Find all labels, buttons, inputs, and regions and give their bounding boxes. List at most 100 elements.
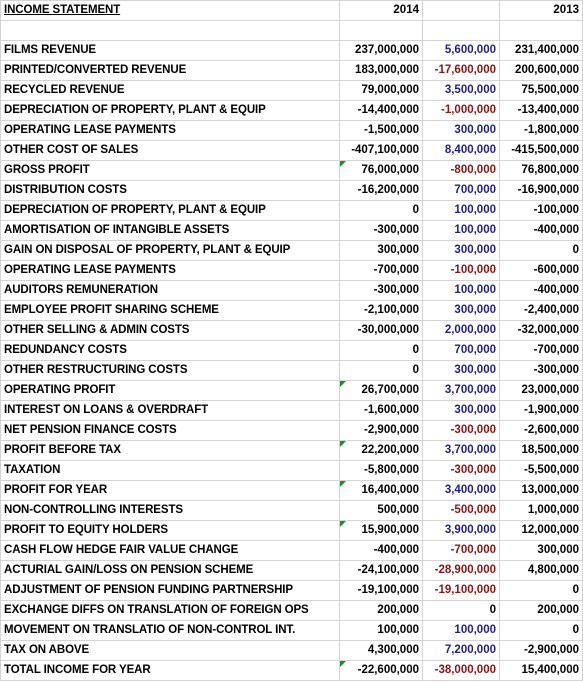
line-item-label-cell[interactable]: OPERATING LEASE PAYMENTS	[0, 120, 340, 141]
value-2013-cell[interactable]: 0	[499, 620, 583, 641]
year-2014-header-cell[interactable]: 2014	[339, 0, 423, 21]
value-2013-cell[interactable]: -400,000	[499, 280, 583, 301]
value-2013-cell[interactable]: -5,500,000	[499, 460, 583, 481]
line-item-label-cell[interactable]: REDUNDANCY COSTS	[0, 340, 340, 361]
line-item-label-cell[interactable]: INTEREST ON LOANS & OVERDRAFT	[0, 400, 340, 421]
blank-cell[interactable]	[339, 20, 423, 41]
variance-cell[interactable]: 100,000	[422, 220, 500, 241]
value-2013-cell[interactable]: -100,000	[499, 200, 583, 221]
value-2013-cell[interactable]: 75,500,000	[499, 80, 583, 101]
value-2014-cell[interactable]: 4,300,000	[339, 640, 423, 661]
value-2014-cell[interactable]: -407,100,000	[339, 140, 423, 161]
variance-cell[interactable]: -300,000	[422, 420, 500, 441]
variance-cell[interactable]: -800,000	[422, 160, 500, 181]
value-2014-cell[interactable]: -14,400,000	[339, 100, 423, 121]
variance-cell[interactable]: -19,100,000	[422, 580, 500, 601]
value-2013-cell[interactable]: 200,000	[499, 600, 583, 621]
value-2014-cell[interactable]: -5,800,000	[339, 460, 423, 481]
value-2014-cell[interactable]: -2,100,000	[339, 300, 423, 321]
line-item-label-cell[interactable]: DEPRECIATION OF PROPERTY, PLANT & EQUIP	[0, 100, 340, 121]
value-2014-cell[interactable]: -30,000,000	[339, 320, 423, 341]
value-2013-cell[interactable]: 231,400,000	[499, 40, 583, 61]
value-2013-cell[interactable]: 0	[499, 240, 583, 261]
value-2014-cell[interactable]: -19,100,000	[339, 580, 423, 601]
line-item-label-cell[interactable]: FILMS REVENUE	[0, 40, 340, 61]
line-item-label-cell[interactable]: PROFIT BEFORE TAX	[0, 440, 340, 461]
value-2013-cell[interactable]: 4,800,000	[499, 560, 583, 581]
variance-cell[interactable]: 3,500,000	[422, 80, 500, 101]
value-2014-cell[interactable]: 0	[339, 360, 423, 381]
line-item-label-cell[interactable]: ADJUSTMENT OF PENSION FUNDING PARTNERSHI…	[0, 580, 340, 601]
sheet-title-cell[interactable]: INCOME STATEMENT	[0, 0, 340, 21]
line-item-label-cell[interactable]: OTHER RESTRUCTURING COSTS	[0, 360, 340, 381]
line-item-label-cell[interactable]: PROFIT FOR YEAR	[0, 480, 340, 501]
line-item-label-cell[interactable]: AMORTISATION OF INTANGIBLE ASSETS	[0, 220, 340, 241]
variance-cell[interactable]: -700,000	[422, 540, 500, 561]
variance-cell[interactable]: 7,200,000	[422, 640, 500, 661]
line-item-label-cell[interactable]: DEPRECIATION OF PROPERTY, PLANT & EQUIP	[0, 200, 340, 221]
value-2013-cell[interactable]: 18,500,000	[499, 440, 583, 461]
value-2013-cell[interactable]: 300,000	[499, 540, 583, 561]
line-item-label-cell[interactable]: TAXATION	[0, 460, 340, 481]
variance-cell[interactable]: -500,000	[422, 500, 500, 521]
variance-cell[interactable]: 0	[422, 600, 500, 621]
year-2013-header-cell[interactable]: 2013	[499, 0, 583, 21]
variance-cell[interactable]: 100,000	[422, 620, 500, 641]
value-2014-cell[interactable]: -300,000	[339, 280, 423, 301]
line-item-label-cell[interactable]: CASH FLOW HEDGE FAIR VALUE CHANGE	[0, 540, 340, 561]
line-item-label-cell[interactable]: PRINTED/CONVERTED REVENUE	[0, 60, 340, 81]
value-2013-cell[interactable]: 13,000,000	[499, 480, 583, 501]
value-2014-cell[interactable]: 26,700,000	[339, 380, 423, 401]
value-2014-cell[interactable]: 500,000	[339, 500, 423, 521]
variance-cell[interactable]: 700,000	[422, 340, 500, 361]
value-2014-cell[interactable]: 15,900,000	[339, 520, 423, 541]
value-2014-cell[interactable]: 79,000,000	[339, 80, 423, 101]
value-2014-cell[interactable]: 237,000,000	[339, 40, 423, 61]
value-2014-cell[interactable]: -400,000	[339, 540, 423, 561]
value-2014-cell[interactable]: -1,600,000	[339, 400, 423, 421]
variance-cell[interactable]: 8,400,000	[422, 140, 500, 161]
value-2013-cell[interactable]: -2,600,000	[499, 420, 583, 441]
value-2013-cell[interactable]: -1,800,000	[499, 120, 583, 141]
value-2013-cell[interactable]: 15,400,000	[499, 660, 583, 681]
line-item-label-cell[interactable]: AUDITORS REMUNERATION	[0, 280, 340, 301]
variance-cell[interactable]: 5,600,000	[422, 40, 500, 61]
value-2013-cell[interactable]: 0	[499, 580, 583, 601]
value-2014-cell[interactable]: 200,000	[339, 600, 423, 621]
value-2014-cell[interactable]: -24,100,000	[339, 560, 423, 581]
value-2013-cell[interactable]: -600,000	[499, 260, 583, 281]
value-2013-cell[interactable]: -2,900,000	[499, 640, 583, 661]
variance-cell[interactable]: -100,000	[422, 260, 500, 281]
value-2013-cell[interactable]: -32,000,000	[499, 320, 583, 341]
value-2013-cell[interactable]: -2,400,000	[499, 300, 583, 321]
value-2013-cell[interactable]: -415,500,000	[499, 140, 583, 161]
line-item-label-cell[interactable]: ACTURIAL GAIN/LOSS ON PENSION SCHEME	[0, 560, 340, 581]
variance-cell[interactable]: -300,000	[422, 460, 500, 481]
variance-cell[interactable]: 3,900,000	[422, 520, 500, 541]
value-2014-cell[interactable]: 300,000	[339, 240, 423, 261]
value-2013-cell[interactable]: 200,600,000	[499, 60, 583, 81]
value-2014-cell[interactable]: -300,000	[339, 220, 423, 241]
value-2014-cell[interactable]: 0	[339, 340, 423, 361]
variance-cell[interactable]: 100,000	[422, 280, 500, 301]
value-2014-cell[interactable]: -22,600,000	[339, 660, 423, 681]
value-2013-cell[interactable]: 1,000,000	[499, 500, 583, 521]
line-item-label-cell[interactable]: OTHER SELLING & ADMIN COSTS	[0, 320, 340, 341]
variance-cell[interactable]: 300,000	[422, 300, 500, 321]
variance-cell[interactable]: -38,000,000	[422, 660, 500, 681]
value-2014-cell[interactable]: -1,500,000	[339, 120, 423, 141]
line-item-label-cell[interactable]: EMPLOYEE PROFIT SHARING SCHEME	[0, 300, 340, 321]
blank-cell[interactable]	[422, 20, 500, 41]
value-2013-cell[interactable]: -13,400,000	[499, 100, 583, 121]
line-item-label-cell[interactable]: OTHER COST OF SALES	[0, 140, 340, 161]
variance-cell[interactable]: 3,700,000	[422, 440, 500, 461]
line-item-label-cell[interactable]: NON-CONTROLLING INTERESTS	[0, 500, 340, 521]
value-2013-cell[interactable]: -1,900,000	[499, 400, 583, 421]
variance-cell[interactable]: 700,000	[422, 180, 500, 201]
variance-cell[interactable]: 300,000	[422, 120, 500, 141]
value-2013-cell[interactable]: 76,800,000	[499, 160, 583, 181]
variance-header-cell[interactable]	[422, 0, 500, 21]
line-item-label-cell[interactable]: NET PENSION FINANCE COSTS	[0, 420, 340, 441]
variance-cell[interactable]: -17,600,000	[422, 60, 500, 81]
value-2014-cell[interactable]: 183,000,000	[339, 60, 423, 81]
